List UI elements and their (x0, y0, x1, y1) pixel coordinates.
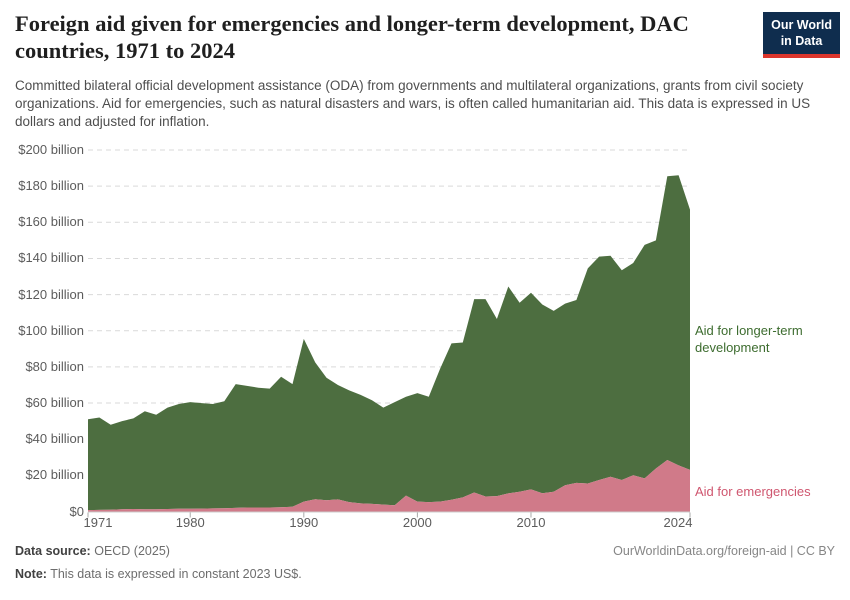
owid-logo-line2: in Data (780, 34, 823, 49)
chart: Aid for longer-term development Aid for … (0, 140, 850, 540)
attribution-link[interactable]: OurWorldinData.org/foreign-aid | CC BY (613, 544, 835, 558)
y-axis-tick-label: $200 billion (18, 142, 84, 157)
y-axis-tick-label: $60 billion (25, 395, 84, 411)
x-axis-tick-label: 1980 (175, 515, 205, 530)
y-axis-tick-label: $180 billion (18, 178, 84, 194)
note-label: Note: (15, 567, 47, 581)
chart-plot-area[interactable] (0, 140, 850, 540)
x-axis-tick-label: 2010 (516, 515, 546, 530)
area-emergencies[interactable] (88, 460, 690, 512)
series-label-emergencies: Aid for emergencies (695, 484, 811, 499)
data-source-label: Data source: (15, 544, 91, 558)
page-title: Foreign aid given for emergencies and lo… (15, 11, 689, 64)
note-line: Note: This data is expressed in constant… (15, 567, 302, 581)
data-source-value: OECD (2025) (94, 544, 170, 558)
note-value: This data is expressed in constant 2023 … (50, 567, 302, 581)
y-axis-tick-label: $100 billion (18, 322, 84, 338)
y-axis-tick-label: $140 billion (18, 250, 84, 266)
series-label-development: Aid for longer-term development (695, 323, 803, 356)
y-axis-tick-label: $40 billion (25, 431, 84, 447)
x-axis-tick-label: 2000 (402, 515, 432, 530)
owid-logo-line1: Our World (771, 18, 832, 32)
chart-subtitle: Committed bilateral official development… (15, 78, 811, 129)
y-axis-tick-label: $120 billion (18, 286, 84, 302)
owid-logo[interactable]: Our World in Data (763, 12, 840, 58)
x-axis-tick-label: 1971 (83, 515, 113, 530)
y-axis-tick-label: $80 billion (25, 358, 84, 374)
y-axis-tick-label: $0 (69, 503, 84, 519)
data-source-line: Data source: OECD (2025) (15, 544, 170, 558)
area-longer-term-development[interactable] (88, 175, 690, 511)
x-axis-tick-label: 1990 (289, 515, 319, 530)
y-axis-tick-label: $160 billion (18, 214, 84, 230)
x-axis-tick-label: 2024 (663, 515, 693, 530)
y-axis-tick-label: $20 billion (25, 467, 84, 483)
